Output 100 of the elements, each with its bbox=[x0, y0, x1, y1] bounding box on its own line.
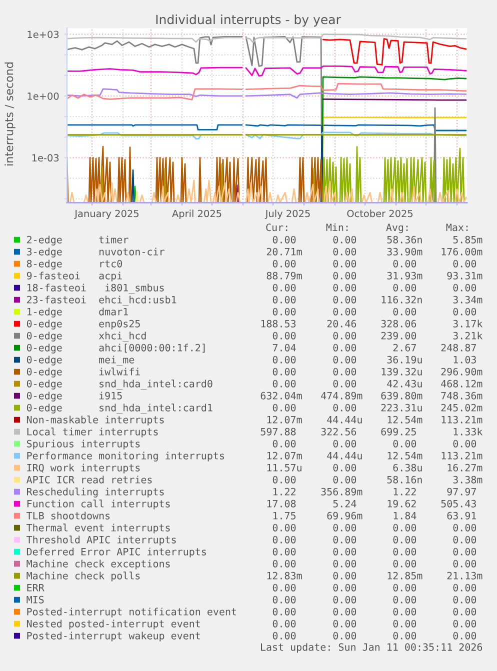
text: 63.91 bbox=[447, 512, 476, 520]
text: 0.00 bbox=[453, 632, 476, 640]
text: 93.31m bbox=[447, 272, 482, 280]
x-tick-label: January 2025 bbox=[74, 210, 138, 220]
text: 21.13m bbox=[447, 572, 482, 580]
text: 0.00 bbox=[453, 284, 476, 292]
text: 0.00 bbox=[333, 332, 356, 340]
legend-label: Spurious interrupts bbox=[26, 440, 140, 450]
text: 0.00 bbox=[393, 620, 416, 628]
legend-label: Performance monitoring interrupts bbox=[27, 452, 224, 462]
text: 0.00 bbox=[272, 404, 296, 412]
y-tick-label: 1e+03 bbox=[28, 30, 59, 38]
text: 12.54m bbox=[388, 416, 422, 424]
text: 0.00 bbox=[333, 536, 356, 544]
legend-label: Nested posted-interrupt event bbox=[26, 620, 200, 630]
text: 0.00 bbox=[393, 440, 416, 448]
text: 16.27m bbox=[448, 464, 482, 472]
text: 1.03 bbox=[454, 356, 476, 364]
text: 0.00 bbox=[453, 608, 476, 616]
text: 248.87 bbox=[441, 344, 476, 352]
legend-label: APIC ICR read retries bbox=[26, 476, 152, 484]
text: 0.00 bbox=[333, 524, 356, 532]
text: 0.00 bbox=[333, 344, 356, 352]
text: 88.79m bbox=[266, 272, 302, 280]
text: 17.08 bbox=[267, 500, 296, 508]
chart-title: Individual interrupts - by year bbox=[156, 14, 341, 27]
text: 239.00 bbox=[381, 332, 416, 340]
text: 0.00 bbox=[333, 548, 356, 556]
text: 0.00 bbox=[333, 296, 356, 304]
text: 0.00 bbox=[333, 440, 356, 448]
text: 245.02m bbox=[441, 404, 482, 412]
text: 0.00 bbox=[453, 440, 476, 448]
legend-label: 0-edge iwlwifi bbox=[26, 368, 140, 378]
text: 0.00 bbox=[393, 284, 416, 292]
text: 2.67 bbox=[393, 344, 416, 352]
text: 6.38u bbox=[393, 464, 422, 472]
text: 0.00 bbox=[333, 380, 356, 388]
text: 0.00 bbox=[272, 440, 296, 448]
legend-label: 23-fasteoi ehci_hcd:usb1 bbox=[27, 296, 176, 306]
legend-label: 0-edge xhci_hcd bbox=[26, 332, 146, 342]
text: 0.00 bbox=[393, 548, 416, 556]
x-tick-label: July 2025 bbox=[264, 210, 310, 220]
legend-label: Threshold APIC interrupts bbox=[26, 536, 176, 546]
text: 0.00 bbox=[333, 476, 356, 484]
text: 0.00 bbox=[453, 596, 476, 604]
text: 0.00 bbox=[272, 560, 296, 568]
text: 20.46 bbox=[327, 320, 356, 328]
y-tick-label: 1e+00 bbox=[28, 92, 59, 100]
text: 19.62 bbox=[388, 500, 416, 508]
text: 322.56 bbox=[321, 428, 356, 436]
text: 0.00 bbox=[393, 308, 416, 316]
text: 0.00 bbox=[272, 236, 296, 244]
text: 0.00 bbox=[393, 596, 416, 604]
text: 11.57u bbox=[267, 464, 302, 472]
text: 69.96m bbox=[327, 512, 362, 520]
legend-label: IRQ work interrupts bbox=[27, 464, 140, 474]
text: 328.06 bbox=[381, 320, 416, 328]
text: 632.04m bbox=[260, 392, 302, 400]
text: 1.33k bbox=[454, 428, 483, 436]
x-tick-label: October 2025 bbox=[347, 210, 413, 218]
text: 0.00 bbox=[272, 608, 296, 616]
text: 0.00 bbox=[333, 236, 356, 244]
text: 1.22 bbox=[394, 488, 416, 496]
text: 0.00 bbox=[272, 596, 296, 604]
text: 0.00 bbox=[453, 536, 476, 544]
legend-label: Thermal event interrupts bbox=[26, 524, 170, 534]
text: 0.00 bbox=[333, 560, 356, 568]
text: 1.84 bbox=[394, 512, 416, 520]
legend-label: 9-fasteoi acpi bbox=[26, 272, 122, 282]
legend-label: 8-edge rtc0 bbox=[26, 260, 122, 270]
text: 0.00 bbox=[393, 536, 416, 544]
legend-label: 0-edge snd_hda_intel:card1 bbox=[26, 404, 212, 414]
legend-label: 1-edge dmar1 bbox=[28, 308, 128, 318]
legend-label: 3-edge nuvoton-cir bbox=[26, 248, 164, 258]
text: 188.53 bbox=[261, 320, 296, 328]
text: 0.00 bbox=[333, 632, 356, 640]
text: 0.00 bbox=[393, 560, 416, 568]
text: 113.21m bbox=[442, 416, 482, 424]
text: 12.07m bbox=[267, 452, 302, 460]
text: 0.00 bbox=[333, 260, 356, 268]
text: 44.44u bbox=[327, 452, 362, 460]
text: 58.16n bbox=[387, 476, 422, 484]
text: Last update: Sun Jan 11 00:35:11 2026 bbox=[261, 643, 482, 653]
text: 296.90m bbox=[441, 368, 482, 376]
legend-label: Rescheduling interrupts bbox=[27, 488, 164, 498]
legend-label: Deferred Error APIC interrupts bbox=[26, 548, 206, 558]
y-axis-title: interrupts / second bbox=[4, 62, 16, 166]
legend-label: Non-maskable interrupts bbox=[26, 416, 164, 426]
text: 223.31u bbox=[381, 404, 422, 412]
text: 0.00 bbox=[272, 368, 296, 376]
legend-label: Local timer interrupts bbox=[27, 428, 158, 438]
legend-label: MIS bbox=[26, 596, 44, 604]
text: 0.00 bbox=[453, 584, 476, 592]
text: 176.00m bbox=[442, 248, 482, 256]
text: 639.80m bbox=[381, 392, 422, 400]
text: 58.36n bbox=[387, 236, 422, 244]
text: 0.00 bbox=[453, 620, 476, 628]
text: 0.00 bbox=[453, 308, 476, 316]
legend-label: TLB shootdowns bbox=[26, 512, 110, 520]
legend-label: 2-edge timer bbox=[27, 236, 128, 246]
